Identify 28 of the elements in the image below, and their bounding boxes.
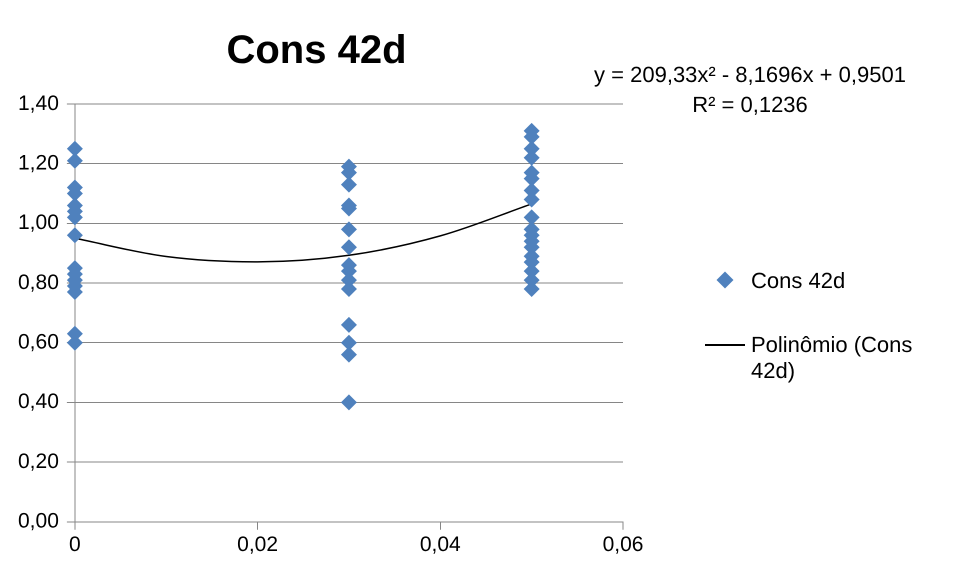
y-tick-label: 0,00 <box>18 510 59 533</box>
point <box>66 140 83 157</box>
text: y = 209,33x² - 8,1696x + 0,9501 <box>593 61 907 89</box>
y-tick-label: 0,80 <box>18 270 59 294</box>
y-tick-label: 0,60 <box>18 330 59 354</box>
y-tick-label: 1,20 <box>18 151 59 174</box>
legend-label: Polinômio (Cons 42d) <box>751 332 914 384</box>
point <box>340 176 357 193</box>
x-tick-label: 0,06 <box>602 533 644 556</box>
y-tick-label: 1,40 <box>18 92 59 115</box>
point <box>340 346 357 363</box>
point <box>66 227 83 244</box>
point <box>340 394 357 410</box>
point <box>340 239 357 256</box>
chart-title: Cons 42d <box>226 28 407 72</box>
point <box>340 316 357 333</box>
point <box>340 334 357 351</box>
x-tick-label: 0 <box>69 533 81 556</box>
point <box>340 221 357 238</box>
x-tick-label: 0,02 <box>237 533 278 556</box>
y-tick-label: 1,00 <box>18 211 59 234</box>
y-tick-label: 0,20 <box>18 450 59 473</box>
point <box>66 152 83 169</box>
text: R² = 0,1236 <box>691 91 809 119</box>
legend-label: Cons 42d <box>751 268 846 294</box>
x-tick-label: 0,04 <box>420 533 462 556</box>
y-tick-label: 0,40 <box>18 390 59 414</box>
point <box>524 209 540 226</box>
